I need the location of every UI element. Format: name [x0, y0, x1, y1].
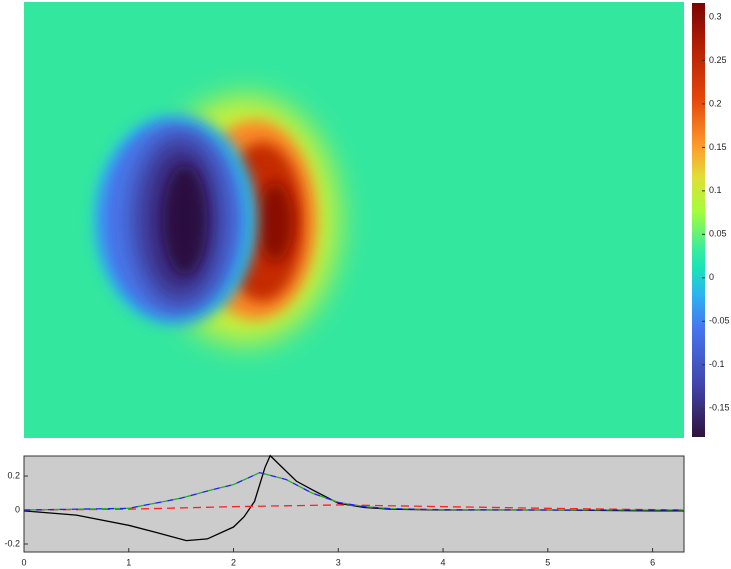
plot-area: [23, 455, 685, 553]
x-tick-label: 6: [650, 557, 655, 567]
colorbar: [692, 3, 705, 437]
x-tick-label: 0: [21, 557, 26, 567]
x-tick-label: 1: [126, 557, 131, 567]
colorbar-tick-label: -0.05: [709, 316, 730, 326]
y-tick-label: 0.2: [7, 470, 20, 480]
y-tick-label: -0.2: [4, 538, 20, 548]
x-tick-label: 2: [231, 557, 236, 567]
colorbar-tick-label: 0.1: [709, 185, 722, 195]
colorbar-tick-label: 0.2: [709, 98, 722, 108]
y-tick-label: 0: [15, 504, 20, 514]
x-tick-label: 5: [545, 557, 550, 567]
field: [24, 2, 684, 438]
x-tick-label: 4: [441, 557, 446, 567]
colorbar-tick-label: 0: [709, 272, 714, 282]
field-core: [163, 165, 207, 275]
field-darkred: [257, 182, 293, 262]
line-series: [23, 471, 684, 511]
colorbar-tick-label: 0.15: [709, 142, 727, 152]
colorbar-tick-label: -0.1: [709, 359, 725, 369]
colorbar-tick-label: 0.05: [709, 229, 727, 239]
colorbar-tick-label: 0.25: [709, 55, 727, 65]
colorbar-tick-label: -0.15: [709, 403, 730, 413]
line-series: [23, 471, 684, 511]
colorbar-tick-label: 0.3: [709, 11, 722, 21]
line-series: [23, 504, 685, 511]
x-tick-label: 3: [336, 557, 341, 567]
